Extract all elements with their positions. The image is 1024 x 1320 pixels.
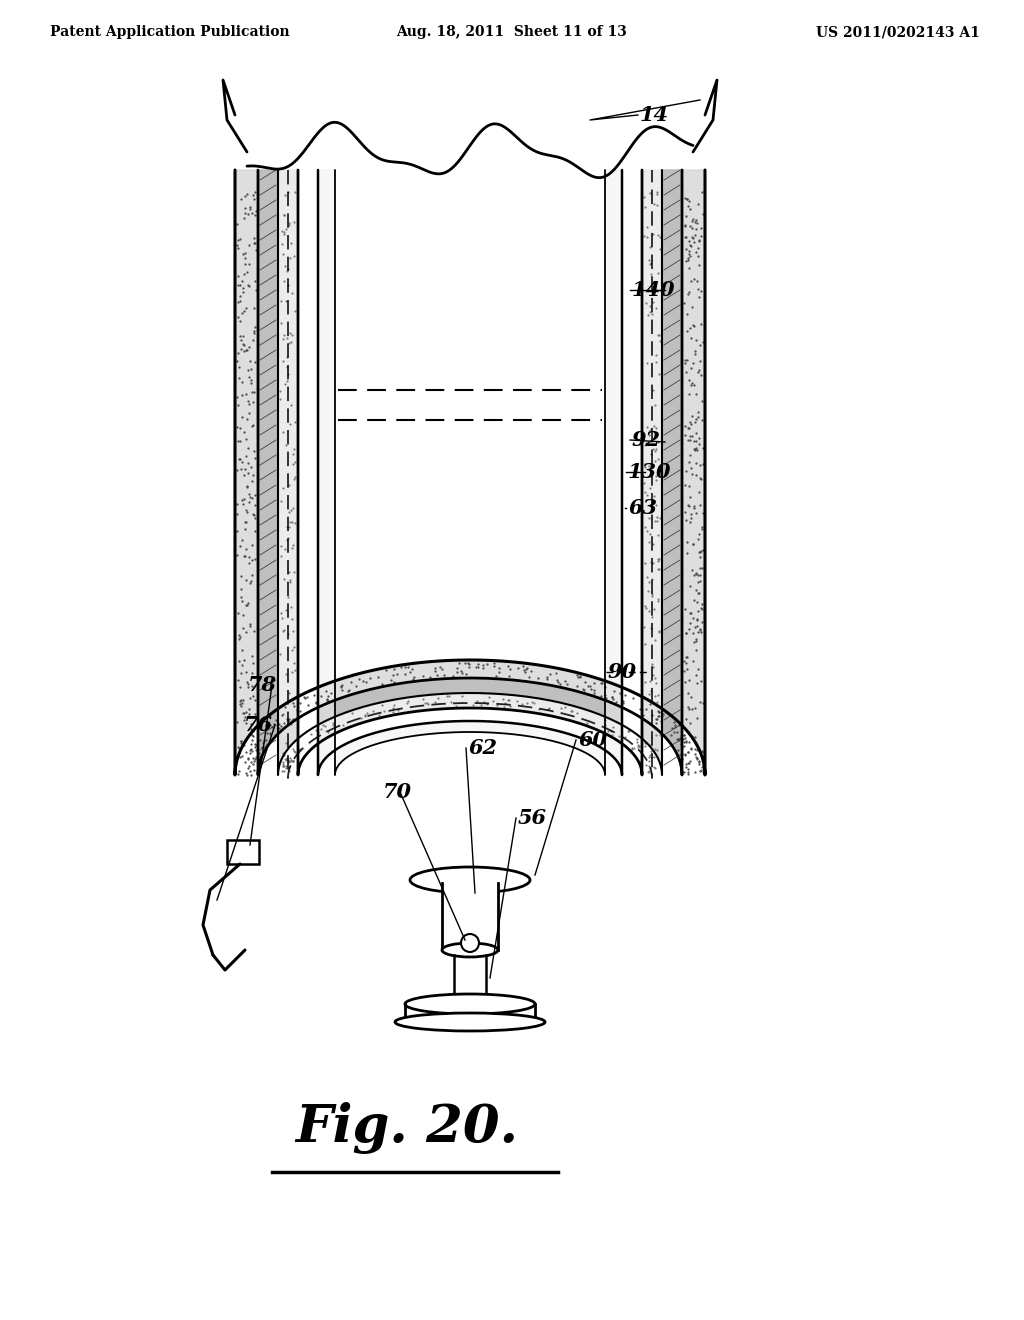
Text: 130: 130: [628, 462, 672, 482]
Polygon shape: [234, 170, 705, 775]
Text: US 2011/0202143 A1: US 2011/0202143 A1: [816, 25, 980, 40]
Ellipse shape: [406, 994, 535, 1014]
Text: 92: 92: [632, 430, 662, 450]
Text: 14: 14: [640, 106, 669, 125]
Text: 140: 140: [632, 280, 676, 300]
Text: Aug. 18, 2011  Sheet 11 of 13: Aug. 18, 2011 Sheet 11 of 13: [396, 25, 628, 40]
Text: 76: 76: [244, 715, 273, 735]
Polygon shape: [318, 170, 622, 775]
FancyBboxPatch shape: [227, 840, 259, 865]
Circle shape: [461, 935, 479, 952]
Ellipse shape: [395, 1012, 545, 1031]
Ellipse shape: [442, 942, 498, 957]
Polygon shape: [335, 170, 605, 775]
Text: Fig. 20.: Fig. 20.: [295, 1102, 518, 1154]
Text: 60: 60: [578, 730, 607, 750]
Polygon shape: [258, 170, 682, 775]
Text: 78: 78: [248, 675, 278, 696]
Ellipse shape: [410, 867, 530, 894]
Text: 63: 63: [628, 498, 657, 517]
Text: 62: 62: [468, 738, 497, 758]
Text: Patent Application Publication: Patent Application Publication: [50, 25, 290, 40]
Text: 90: 90: [608, 663, 637, 682]
Polygon shape: [278, 170, 662, 775]
Text: 56: 56: [518, 808, 547, 828]
Text: 70: 70: [383, 781, 412, 803]
Polygon shape: [298, 170, 642, 775]
